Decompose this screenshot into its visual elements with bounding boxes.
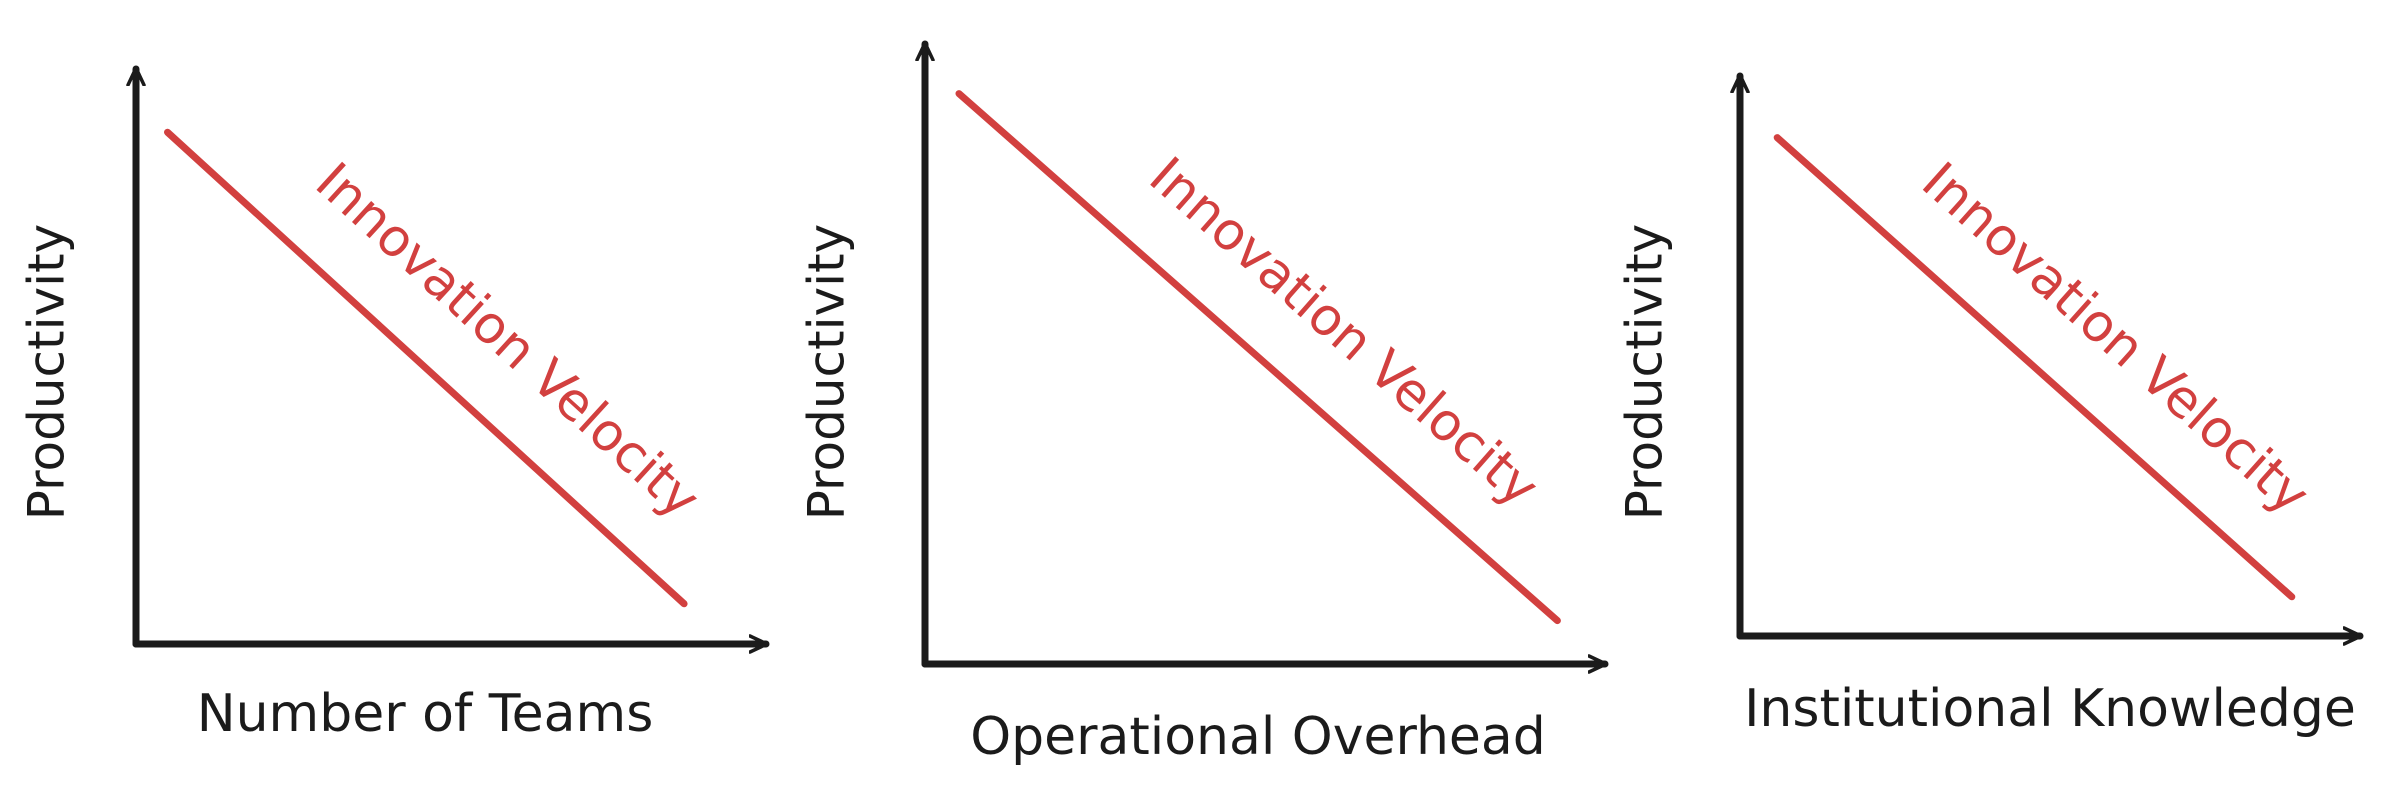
y-axis-label: Productivity <box>18 224 76 520</box>
x-axis-label: Operational Overhead <box>970 707 1546 767</box>
chart-3: Innovation Velocity Productivity Instituti… <box>1616 72 2364 739</box>
x-axis-label: Institutional Knowledge <box>1744 679 2356 739</box>
y-axis-label: Productivity <box>1616 224 1674 520</box>
chart-1: Innovation Velocity Productivity Number of… <box>18 65 770 744</box>
series-line-innovation-velocity <box>955 90 1561 625</box>
y-axis-label: Productivity <box>798 224 856 520</box>
chart-2: Innovation Velocity Productivity Operation… <box>798 40 1609 767</box>
series-line-innovation-velocity <box>164 128 688 608</box>
series-label-innovation-velocity: Innovation Velocity <box>304 152 711 531</box>
x-axis-label: Number of Teams <box>197 684 654 744</box>
series-line-innovation-velocity <box>1773 134 2296 601</box>
series-label-innovation-velocity: Innovation Velocity <box>1910 151 2320 526</box>
series-label-innovation-velocity: Innovation Velocity <box>1138 146 1550 519</box>
